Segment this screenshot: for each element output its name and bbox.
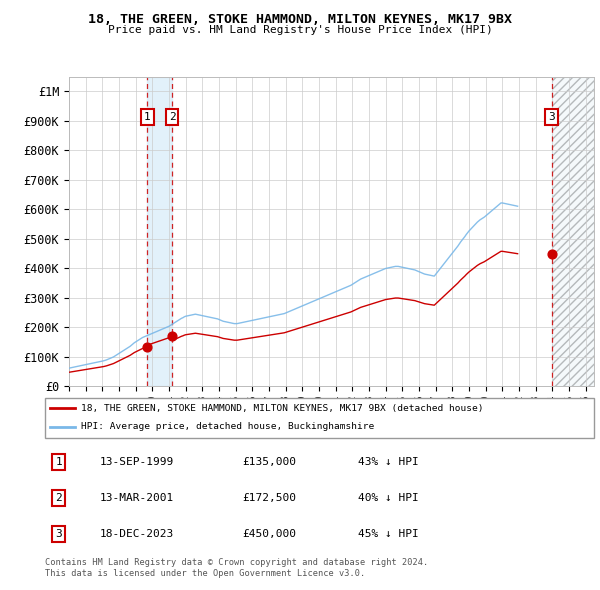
Text: 13-SEP-1999: 13-SEP-1999	[100, 457, 174, 467]
Text: 3: 3	[548, 112, 555, 122]
Text: 3: 3	[55, 529, 62, 539]
Text: £172,500: £172,500	[242, 493, 296, 503]
Text: 2: 2	[169, 112, 176, 122]
Text: 1: 1	[55, 457, 62, 467]
Point	[167, 331, 177, 340]
Text: 18-DEC-2023: 18-DEC-2023	[100, 529, 174, 539]
Text: 1: 1	[144, 112, 151, 122]
Bar	[148, 77, 172, 386]
Bar	[551, 77, 594, 386]
Text: 45% ↓ HPI: 45% ↓ HPI	[358, 529, 419, 539]
Text: 43% ↓ HPI: 43% ↓ HPI	[358, 457, 419, 467]
Text: 18, THE GREEN, STOKE HAMMOND, MILTON KEYNES, MK17 9BX: 18, THE GREEN, STOKE HAMMOND, MILTON KEY…	[88, 13, 512, 26]
Text: Contains HM Land Registry data © Crown copyright and database right 2024.: Contains HM Land Registry data © Crown c…	[45, 558, 428, 566]
Text: £135,000: £135,000	[242, 457, 296, 467]
Text: Price paid vs. HM Land Registry's House Price Index (HPI): Price paid vs. HM Land Registry's House …	[107, 25, 493, 35]
FancyBboxPatch shape	[45, 398, 594, 438]
Text: £450,000: £450,000	[242, 529, 296, 539]
Text: 18, THE GREEN, STOKE HAMMOND, MILTON KEYNES, MK17 9BX (detached house): 18, THE GREEN, STOKE HAMMOND, MILTON KEY…	[80, 404, 483, 413]
Text: 13-MAR-2001: 13-MAR-2001	[100, 493, 174, 503]
Text: This data is licensed under the Open Government Licence v3.0.: This data is licensed under the Open Gov…	[45, 569, 365, 578]
Point	[143, 342, 152, 352]
Point	[547, 249, 556, 258]
Text: 2: 2	[55, 493, 62, 503]
Text: HPI: Average price, detached house, Buckinghamshire: HPI: Average price, detached house, Buck…	[80, 422, 374, 431]
Bar	[551, 77, 594, 386]
Text: 40% ↓ HPI: 40% ↓ HPI	[358, 493, 419, 503]
